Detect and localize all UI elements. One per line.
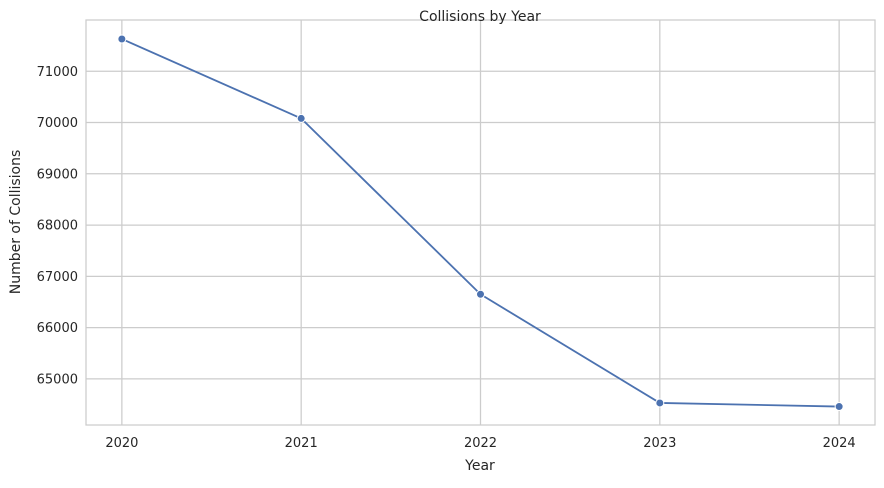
- x-tick-labels: 2020 2021 2022 2023 2024: [105, 436, 855, 451]
- x-tick-label: 2020: [105, 436, 138, 451]
- y-gridlines: [86, 70, 875, 380]
- data-point: [296, 113, 306, 123]
- y-axis-label: Number of Collisions: [8, 150, 24, 295]
- y-tick-label: 71000: [37, 65, 78, 80]
- data-point: [476, 289, 485, 299]
- data-point: [117, 34, 127, 44]
- x-tick-label: 2021: [285, 436, 318, 451]
- x-axis-label: Year: [464, 458, 495, 474]
- x-tick-label: 2022: [464, 436, 497, 451]
- y-tick-labels: 65000 66000 67000 68000 69000 70000 71000: [37, 65, 78, 388]
- y-tick-label: 67000: [37, 270, 78, 285]
- y-tick-label: 70000: [37, 116, 78, 131]
- y-tick-label: 65000: [37, 372, 78, 387]
- series-layer: [117, 34, 844, 412]
- chart-title: Collisions by Year: [419, 9, 541, 25]
- y-tick-label: 69000: [37, 167, 78, 182]
- x-gridlines: [121, 20, 840, 425]
- y-tick-label: 68000: [37, 219, 78, 234]
- y-tick-label: 66000: [37, 321, 78, 336]
- plot-frame: [85, 19, 876, 426]
- x-tick-label: 2024: [823, 436, 856, 451]
- data-point: [834, 402, 844, 412]
- x-tick-label: 2023: [643, 436, 676, 451]
- data-point: [655, 398, 665, 408]
